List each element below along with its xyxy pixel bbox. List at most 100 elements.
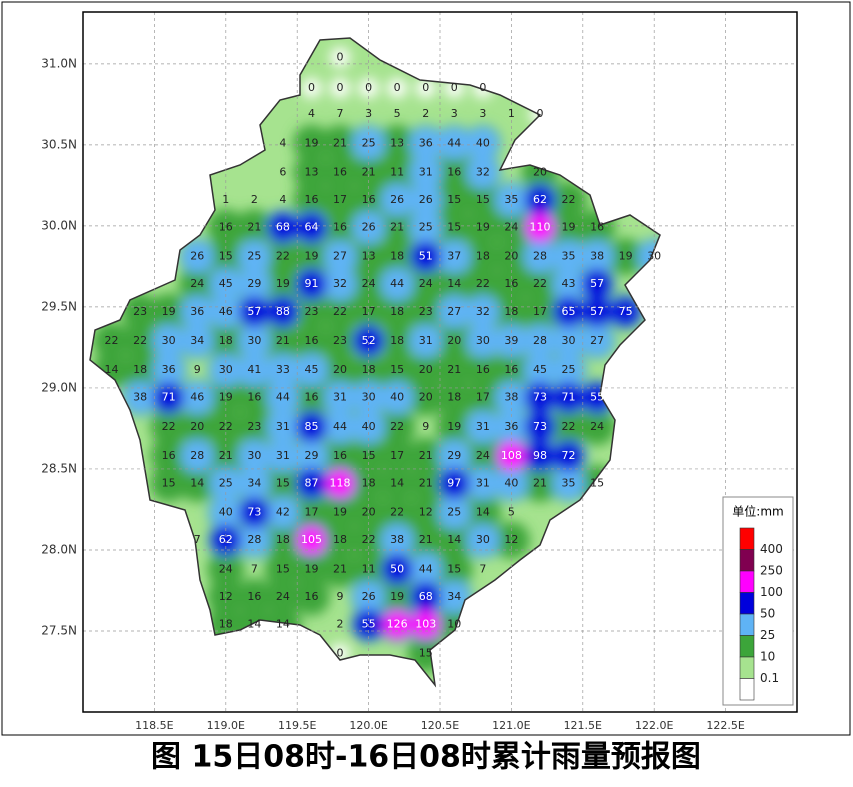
rain-blob xyxy=(551,239,586,274)
station-value: 45 xyxy=(304,363,318,376)
y-tick-label: 29.0N xyxy=(41,380,77,394)
station-value: 45 xyxy=(219,277,233,290)
station-value: 75 xyxy=(619,305,633,318)
rain-blob xyxy=(207,238,245,276)
station-value: 21 xyxy=(419,449,433,462)
station-value: 1 xyxy=(222,193,229,206)
rain-blob xyxy=(295,212,327,244)
station-value: 24 xyxy=(419,277,433,290)
rain-blob xyxy=(207,322,245,360)
rain-blob xyxy=(297,526,326,555)
station-value: 7 xyxy=(251,562,258,575)
rain-blob xyxy=(323,409,358,444)
rain-blob xyxy=(350,238,388,276)
rain-blob xyxy=(580,323,615,358)
rain-blob xyxy=(330,47,351,68)
station-value: 26 xyxy=(190,250,204,263)
legend-swatch xyxy=(739,527,755,550)
legend-swatch xyxy=(739,570,755,593)
rain-blob xyxy=(292,124,330,162)
y-tick-label: 29.5N xyxy=(41,299,77,313)
station-value: 2 xyxy=(251,193,258,206)
rain-blob xyxy=(438,468,470,500)
rain-blob xyxy=(178,408,216,446)
rain-blob xyxy=(408,126,443,161)
station-value: 19 xyxy=(162,305,176,318)
station-value: 35 xyxy=(562,250,576,263)
rain-blob xyxy=(410,581,442,613)
station-value: 20 xyxy=(419,363,433,376)
rain-blob xyxy=(607,238,645,276)
rain-blob xyxy=(387,78,408,99)
station-value: 110 xyxy=(529,221,550,234)
rain-blob xyxy=(237,466,272,501)
rain-blob xyxy=(292,578,330,616)
rain-blob xyxy=(264,322,302,360)
rain-blob xyxy=(410,241,442,273)
station-value: 34 xyxy=(447,590,461,603)
rain-blob xyxy=(292,153,330,191)
rain-blob xyxy=(207,437,245,475)
station-value: 12 xyxy=(419,506,433,519)
station-value: 21 xyxy=(276,334,290,347)
rain-blob xyxy=(237,523,272,558)
rain-blob xyxy=(578,408,616,446)
station-value: 25 xyxy=(219,477,233,490)
station-value: 5 xyxy=(394,107,401,120)
station-value: 16 xyxy=(304,193,318,206)
station-value: 20 xyxy=(362,506,376,519)
legend-label: 400 xyxy=(760,542,783,556)
station-value: 30 xyxy=(162,334,176,347)
station-value: 22 xyxy=(219,420,233,433)
rain-blob xyxy=(378,351,416,389)
station-value: 18 xyxy=(390,334,404,347)
station-value: 6 xyxy=(279,165,286,178)
station-value: 87 xyxy=(304,477,318,490)
rain-blob xyxy=(464,238,502,276)
map-frame xyxy=(82,11,798,713)
x-tick-label: 122.5E xyxy=(706,719,744,732)
x-tick-label: 120.0E xyxy=(349,719,387,732)
station-value: 26 xyxy=(390,193,404,206)
rain-blob xyxy=(323,267,358,302)
rain-blob xyxy=(121,293,159,331)
y-tick-label: 30.5N xyxy=(41,137,77,151)
rain-blob xyxy=(321,322,359,360)
legend-swatch xyxy=(739,656,755,679)
rain-blob xyxy=(267,212,299,244)
rain-blob xyxy=(151,353,186,388)
station-value: 71 xyxy=(162,391,176,404)
rain-blob xyxy=(235,408,273,446)
station-value: 27 xyxy=(590,334,604,347)
station-value: 19 xyxy=(476,221,490,234)
station-value: 64 xyxy=(304,221,318,234)
station-value: 15 xyxy=(419,647,433,660)
station-value: 98 xyxy=(533,449,547,462)
rain-blob xyxy=(380,523,415,558)
rain-blob xyxy=(524,440,556,472)
station-value: 15 xyxy=(447,221,461,234)
station-value: 35 xyxy=(562,477,576,490)
station-value: 18 xyxy=(504,305,518,318)
station-value: 11 xyxy=(362,562,376,575)
rain-blob xyxy=(264,550,302,588)
station-value: 15 xyxy=(447,193,461,206)
rain-blob xyxy=(435,322,473,360)
rain-blob xyxy=(326,469,355,498)
rain-blob xyxy=(411,610,440,639)
station-value: 15 xyxy=(476,193,490,206)
x-tick-label: 119.0E xyxy=(207,719,245,732)
station-value: 91 xyxy=(304,277,318,290)
station-value: 25 xyxy=(247,250,261,263)
rain-blob xyxy=(292,379,330,417)
rain-blob xyxy=(237,267,272,302)
station-value: 3 xyxy=(365,107,372,120)
rain-blob xyxy=(330,78,351,99)
rain-blob xyxy=(437,239,472,274)
rain-blob xyxy=(301,78,322,99)
rain-blob xyxy=(465,155,500,190)
rain-blob xyxy=(551,466,586,501)
rain-blob xyxy=(323,239,358,274)
station-value: 18 xyxy=(362,363,376,376)
